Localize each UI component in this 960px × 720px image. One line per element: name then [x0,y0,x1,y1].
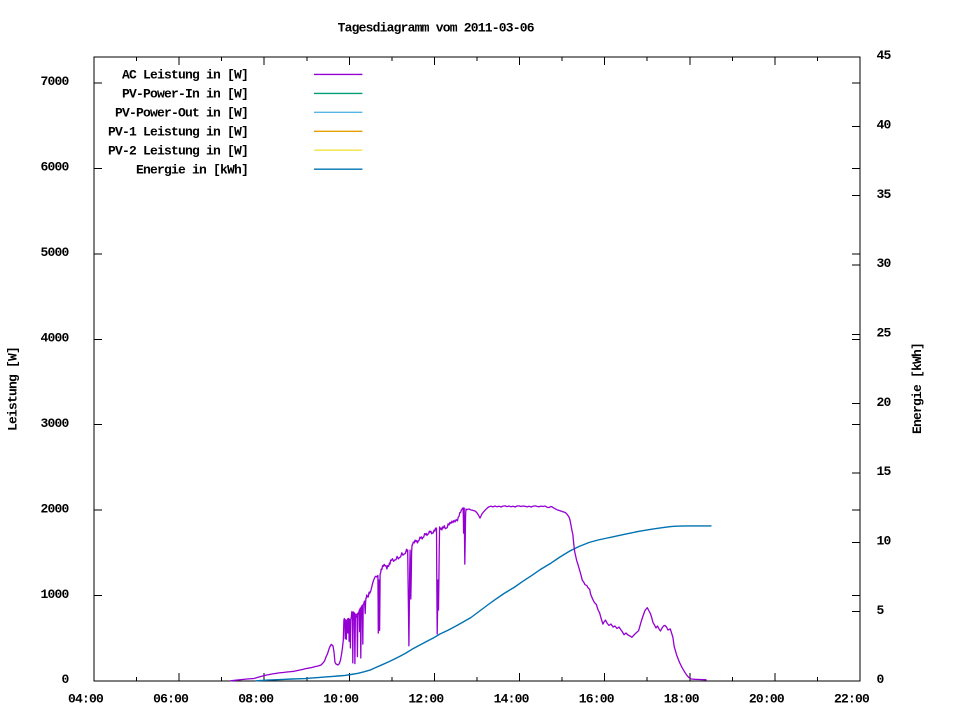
svg-text:20:00: 20:00 [749,691,785,706]
svg-text:Energie [kWh]: Energie [kWh] [910,343,925,434]
svg-text:10: 10 [877,534,892,549]
svg-text:5: 5 [877,603,885,618]
svg-text:06:00: 06:00 [153,691,189,706]
svg-text:PV-2 Leistung in [W]: PV-2 Leistung in [W] [108,144,248,159]
svg-text:1000: 1000 [40,587,69,602]
svg-text:Leistung [W]: Leistung [W] [6,347,21,431]
svg-text:0: 0 [61,672,69,687]
svg-text:45: 45 [877,48,892,63]
svg-text:10:00: 10:00 [323,691,359,706]
svg-text:15: 15 [877,464,892,479]
svg-text:20: 20 [877,395,892,410]
svg-text:16:00: 16:00 [579,691,615,706]
svg-text:30: 30 [877,256,892,271]
svg-text:Energie in [kWh]: Energie in [kWh] [136,163,248,178]
svg-text:6000: 6000 [40,160,69,175]
svg-text:AC Leistung in [W]: AC Leistung in [W] [122,68,248,83]
svg-text:3000: 3000 [40,416,69,431]
svg-text:08:00: 08:00 [238,691,274,706]
svg-text:40: 40 [877,118,892,133]
svg-text:35: 35 [877,187,892,202]
svg-text:4000: 4000 [40,331,69,346]
svg-text:25: 25 [877,326,892,341]
svg-text:5000: 5000 [40,245,69,260]
svg-text:PV-1 Leistung in [W]: PV-1 Leistung in [W] [108,125,248,140]
svg-text:22:00: 22:00 [834,691,870,706]
svg-text:04:00: 04:00 [68,691,104,706]
svg-text:Tagesdiagramm vom 2011-03-06: Tagesdiagramm vom 2011-03-06 [338,20,535,35]
svg-text:12:00: 12:00 [408,691,444,706]
svg-text:PV-Power-In in [W]: PV-Power-In in [W] [122,87,248,102]
svg-text:18:00: 18:00 [664,691,700,706]
svg-text:2000: 2000 [40,501,69,516]
svg-text:0: 0 [877,672,885,687]
svg-text:7000: 7000 [40,74,69,89]
svg-text:14:00: 14:00 [494,691,530,706]
svg-text:PV-Power-Out in [W]: PV-Power-Out in [W] [115,106,248,121]
